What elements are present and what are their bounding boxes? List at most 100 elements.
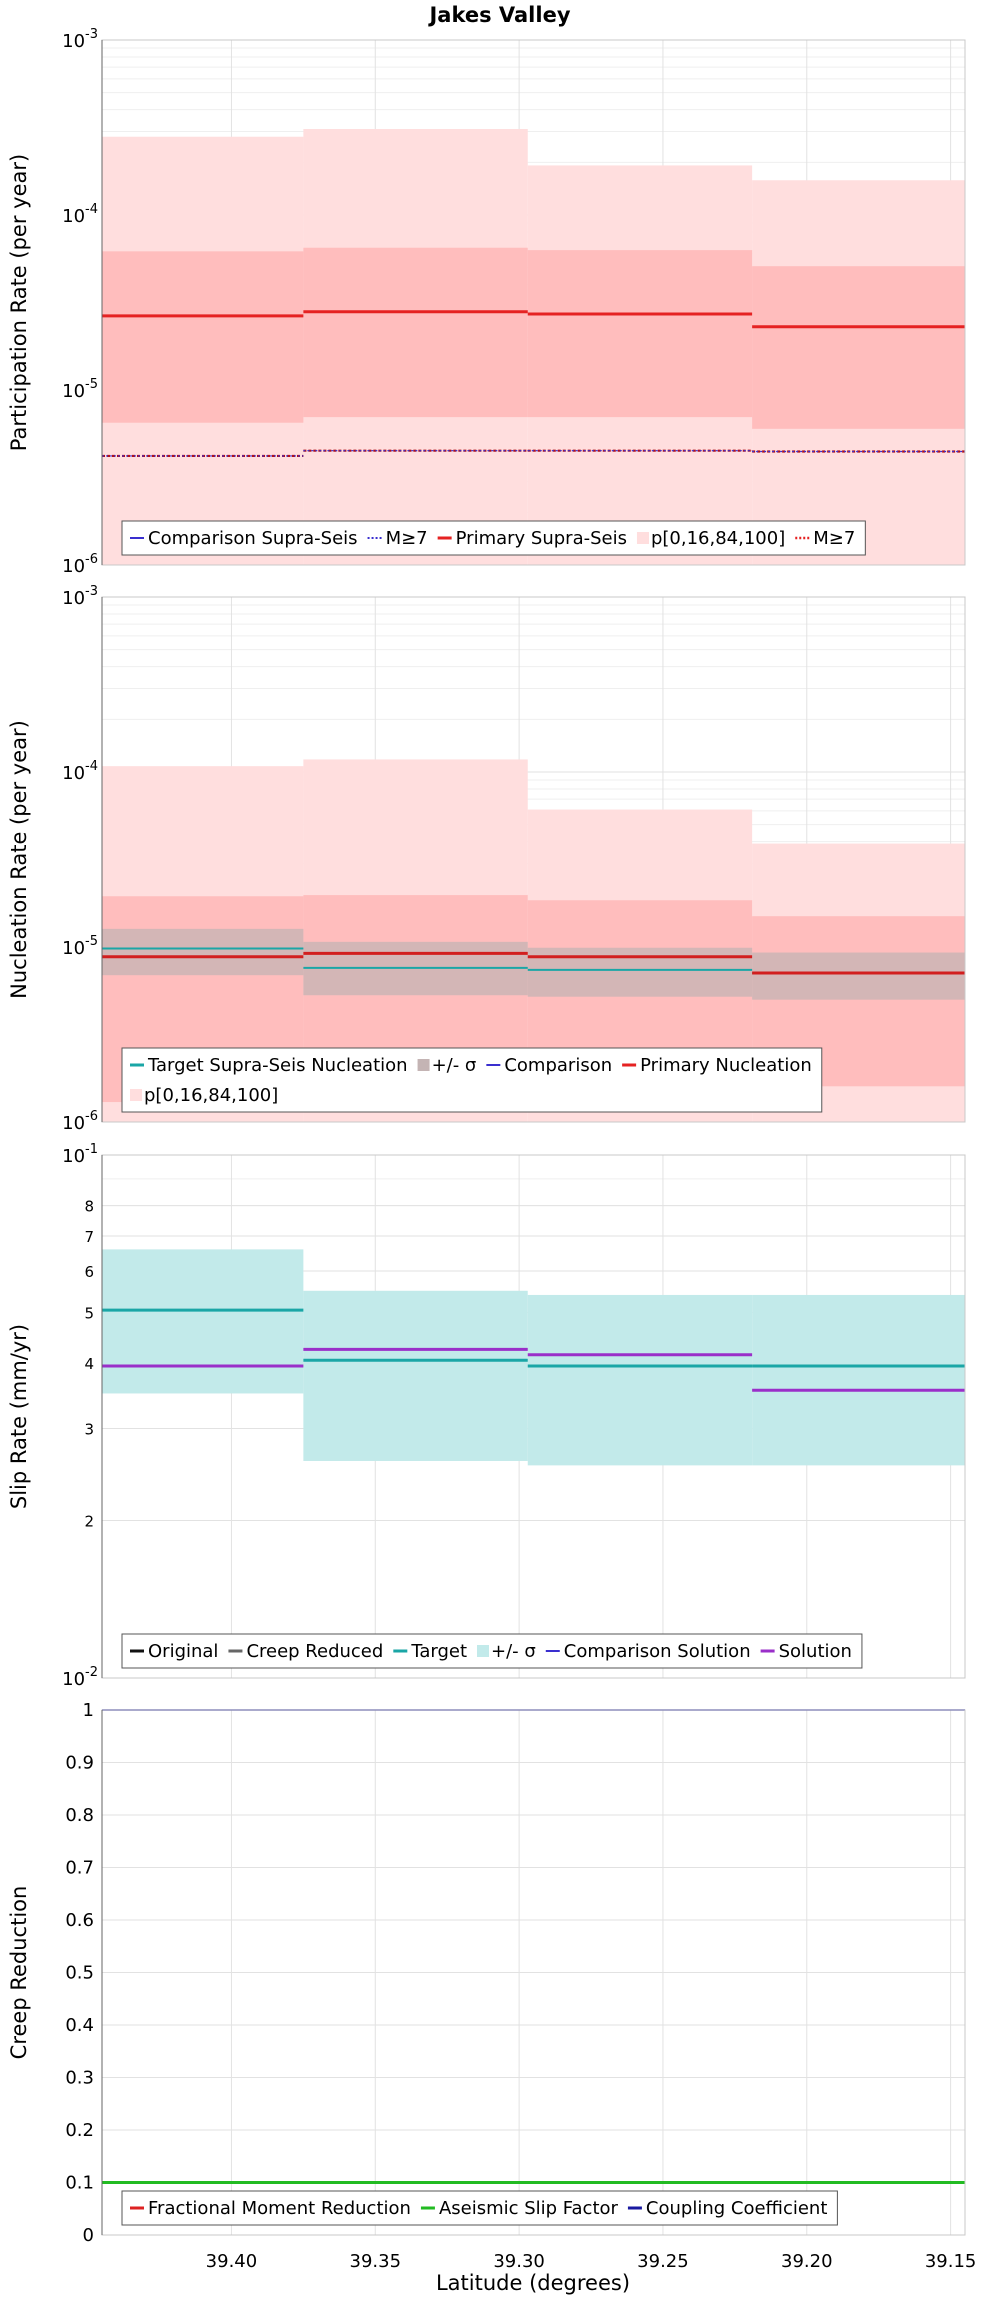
legend-creep: Fractional Moment Reduction Aseismic Slip…	[121, 2190, 838, 2226]
y-tick-exponent: -2	[85, 1665, 98, 1680]
y-tick-label: 0.1	[65, 2173, 94, 2194]
x-tick-label: 39.40	[206, 2251, 258, 2272]
y-tick-label: 10-1	[62, 1142, 98, 1167]
y-tick-label: 10-5	[62, 377, 98, 402]
y-tick-label: 8	[84, 1198, 94, 1216]
band-slip-0-seg-0	[102, 1249, 304, 1394]
y-tick-exponent: -3	[85, 27, 98, 42]
y-tick-base: 10	[62, 938, 85, 959]
y-tick-exponent: -6	[85, 1109, 98, 1124]
y-tick-exponent: -5	[85, 934, 98, 949]
y-tick-label: 5	[84, 1304, 94, 1322]
y-axis-label-nucleation: Nucleation Rate (per year)	[7, 720, 31, 999]
y-tick-label: 0.4	[65, 2015, 94, 2036]
y-tick-label: 2	[84, 1513, 94, 1531]
legend-entry-label: Coupling Coefficient	[646, 2198, 827, 2219]
y-tick-label: 0.2	[65, 2120, 94, 2141]
band-participation-1-seg-1	[303, 247, 528, 418]
y-tick-exponent: -6	[85, 552, 98, 567]
legend-entry-label: Solution	[779, 1641, 852, 1662]
legend-swatch	[636, 532, 649, 544]
chart-title: Jakes Valley	[427, 3, 570, 27]
legend-entry-label: p[0,16,84,100]	[651, 528, 785, 549]
y-tick-label: 10-3	[62, 27, 98, 52]
legend-slip: Original Creep Reduced Target +/- σ Comparis…	[121, 1633, 863, 1669]
legend-swatch	[477, 1645, 489, 1657]
band-participation-1-seg-3	[752, 266, 965, 429]
y-tick-base: 10	[62, 588, 85, 609]
y-tick-exponent: -1	[85, 1142, 98, 1157]
legend-entry-label: Fractional Moment Reduction	[148, 2198, 411, 2219]
panel-creep: 0 0.1 0.2 0.3 0.4 0.5 0.6 0.7 0.8 0.9 1 Creep Reduc…	[7, 1700, 976, 2272]
y-tick-exponent: -4	[85, 202, 98, 217]
y-tick-label: 0.6	[65, 1910, 94, 1931]
legend-entry-label: Primary Supra-Seis	[456, 528, 627, 549]
y-tick-exponent: -5	[85, 377, 98, 392]
y-tick-label: 0.8	[65, 1805, 94, 1826]
band-participation-1-seg-0	[102, 251, 304, 423]
y-tick-label: 4	[84, 1355, 94, 1373]
legend-entry-label: Comparison	[504, 1055, 612, 1076]
legend-entry-label: +/- σ	[491, 1641, 536, 1662]
y-tick-label: 10-4	[62, 202, 98, 227]
y-tick-label: 3	[84, 1420, 94, 1438]
y-tick-label: 0.7	[65, 1858, 94, 1879]
y-tick-base: 10	[62, 556, 85, 577]
y-axis-label-slip: Slip Rate (mm/yr)	[7, 1324, 31, 1509]
x-tick-label: 39.25	[637, 2251, 689, 2272]
band-nucleation-2-seg-0	[102, 928, 304, 976]
y-tick-label: 10-3	[62, 584, 98, 609]
y-axis-label-creep: Creep Reduction	[7, 1886, 31, 2060]
legend-entry-label: Creep Reduced	[246, 1641, 383, 1662]
y-tick-label: 0.5	[65, 1963, 94, 1984]
legend-entry-label: M≥7	[813, 528, 855, 549]
legend-box	[121, 520, 866, 556]
y-tick-exponent: -4	[85, 759, 98, 774]
y-tick-base: 10	[62, 381, 85, 402]
x-tick-label: 39.30	[493, 2251, 545, 2272]
legend-swatch	[417, 1059, 430, 1071]
band-nucleation-2-seg-3	[752, 952, 965, 1000]
y-tick-label: 1	[83, 1700, 94, 1721]
y-tick-base: 10	[62, 1669, 85, 1690]
x-axis-label: Latitude (degrees)	[436, 2271, 630, 2295]
y-tick-label: 10-5	[62, 934, 98, 959]
band-slip-0-seg-3	[752, 1294, 965, 1466]
legend-entry-label: Comparison Solution	[564, 1641, 751, 1662]
x-tick-label: 39.20	[781, 2251, 833, 2272]
y-tick-base: 10	[62, 206, 85, 227]
legend-entry-label: Aseismic Slip Factor	[439, 2198, 619, 2219]
y-tick-base: 10	[62, 31, 85, 52]
y-tick-label: 10-4	[62, 759, 98, 784]
band-participation-1-seg-2	[527, 250, 753, 418]
legend-entry-label: Original	[148, 1641, 218, 1662]
y-tick-base: 10	[62, 763, 85, 784]
y-tick-label: 0.3	[65, 2068, 94, 2089]
y-tick-label: 6	[84, 1263, 94, 1281]
y-tick-label: 0	[83, 2225, 94, 2246]
y-axis-label-participation: Participation Rate (per year)	[7, 154, 31, 451]
legend-box	[121, 2190, 838, 2226]
x-tick-label: 39.35	[350, 2251, 402, 2272]
legend-entry-label: Comparison Supra-Seis	[148, 528, 358, 549]
y-tick-label: 10-6	[62, 1109, 98, 1134]
legend-participation: Comparison Supra-Seis M≥7 Primary Supra-Se…	[121, 520, 866, 556]
legend-box	[121, 1633, 863, 1669]
y-tick-base: 10	[62, 1113, 85, 1134]
legend-nucleation: Target Supra-Seis Nucleation +/- σ Compari…	[121, 1047, 823, 1113]
x-tick-label: 39.15	[925, 2251, 977, 2272]
legend-swatch	[130, 1089, 142, 1101]
band-nucleation-2-seg-2	[527, 947, 753, 997]
band-slip-0-seg-1	[303, 1290, 528, 1461]
legend-entry-label: +/- σ	[432, 1055, 477, 1076]
legend-entry-label: M≥7	[386, 528, 428, 549]
y-tick-label: 7	[84, 1228, 94, 1246]
legend-entry-label: Target	[410, 1641, 467, 1662]
legend-entry-label: Primary Nucleation	[640, 1055, 812, 1076]
y-tick-label: 10-2	[62, 1665, 98, 1690]
